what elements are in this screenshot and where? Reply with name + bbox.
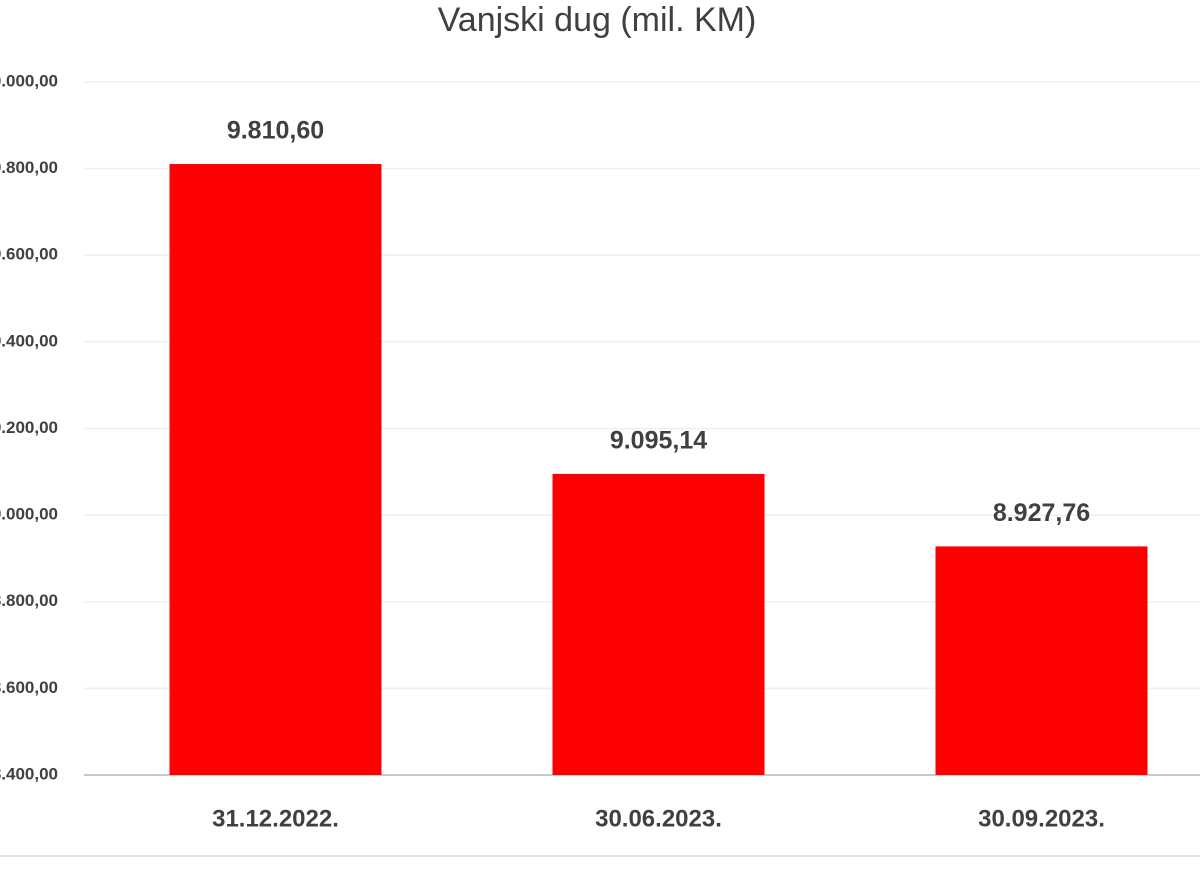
bar [935,546,1148,775]
y-tick-label: 8.800,00 [0,591,58,610]
x-tick-label: 31.12.2022. [212,805,339,832]
y-tick-label: 9.000,00 [0,505,58,524]
value-label: 8.927,76 [993,499,1090,527]
value-label: 9.810,60 [227,117,324,145]
y-tick-label: 8.600,00 [0,678,58,697]
y-tick-label: 8.400,00 [0,764,58,783]
chart-title: Vanjski dug (mil. KM) [438,1,757,39]
bar [552,473,765,775]
x-tick-label: 30.06.2023. [595,805,722,832]
bar [169,164,382,775]
value-label: 9.095,14 [610,427,707,455]
y-tick-label: 9.600,00 [0,245,58,264]
x-tick-label: 30.09.2023. [978,805,1105,832]
y-tick-label: 9.800,00 [0,158,58,177]
y-tick-label: 10.000,00 [0,71,58,90]
y-tick-label: 9.200,00 [0,418,58,437]
y-tick-label: 9.400,00 [0,331,58,350]
